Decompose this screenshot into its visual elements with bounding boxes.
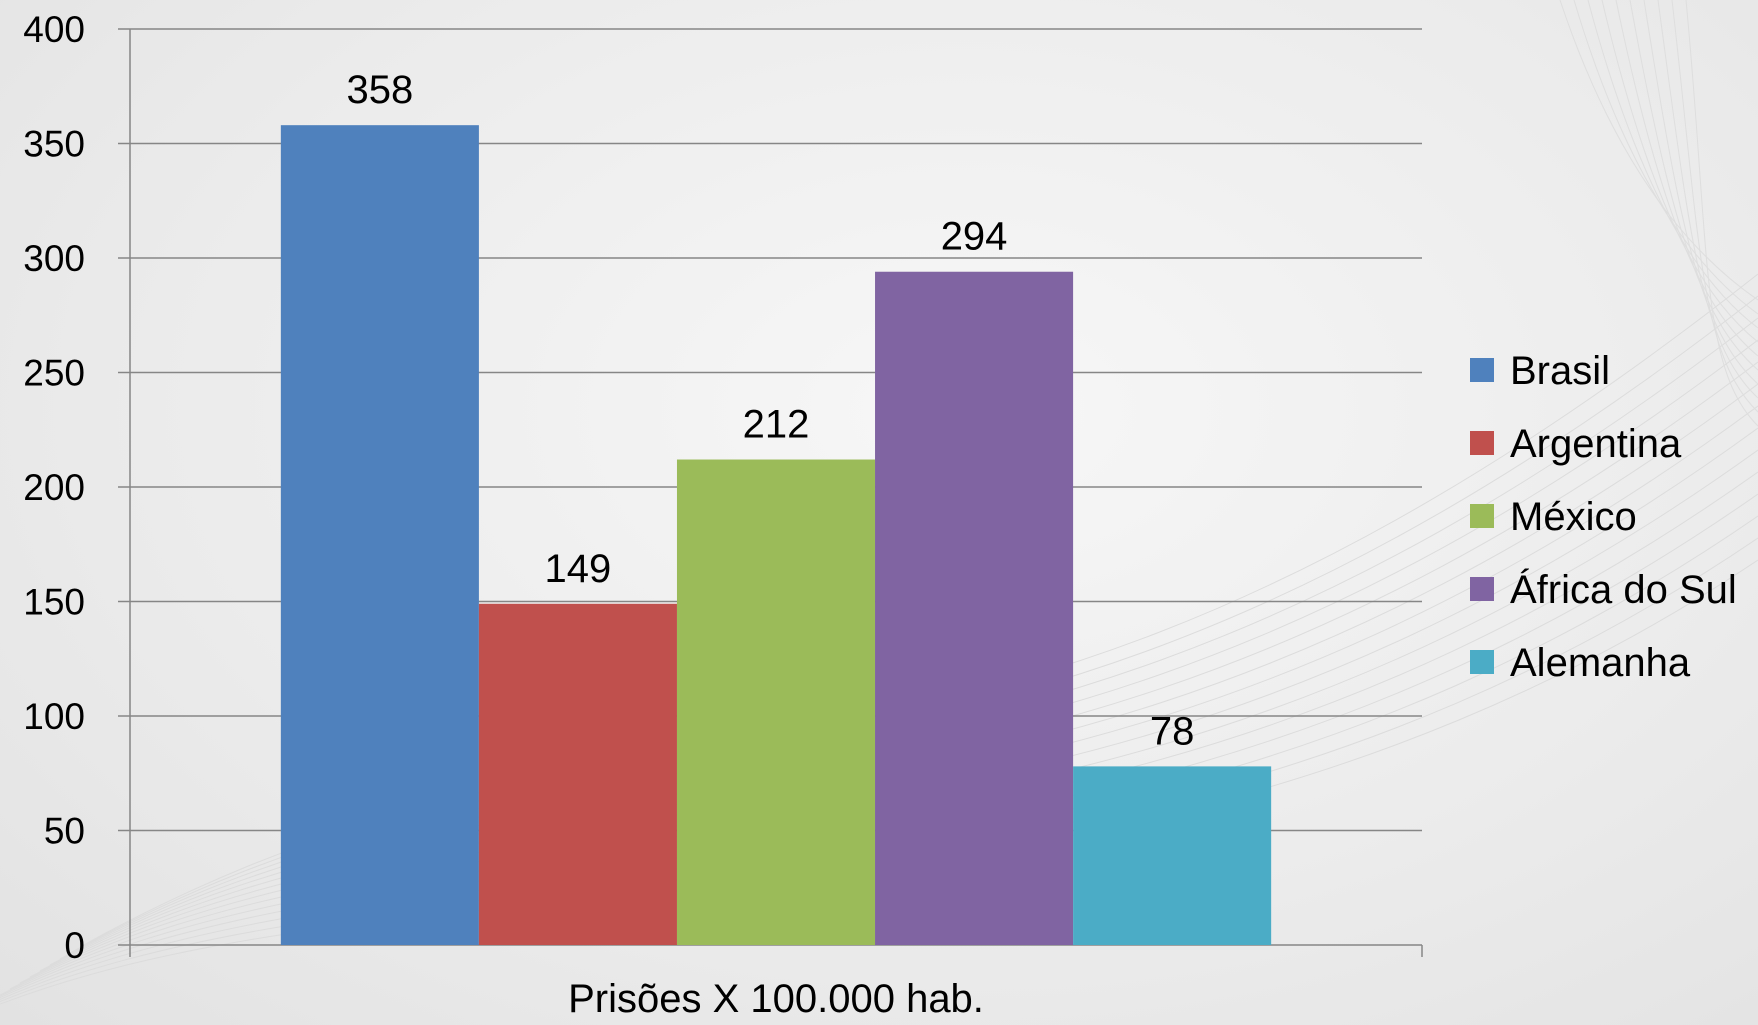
background-curve xyxy=(1643,0,1758,385)
legend-swatch xyxy=(1470,504,1494,528)
background-curve xyxy=(1601,0,1758,343)
y-tick-label: 200 xyxy=(23,467,85,508)
y-tick-label: 300 xyxy=(23,238,85,279)
y-tick-label: 50 xyxy=(44,811,85,852)
y-tick-label: 400 xyxy=(23,9,85,50)
bar-brasil xyxy=(280,125,479,946)
y-tick-label: 250 xyxy=(23,353,85,394)
data-label: 149 xyxy=(545,547,612,591)
bar-alemanha xyxy=(1073,766,1272,945)
legend-swatch xyxy=(1470,358,1494,382)
x-axis-label: Prisões X 100.000 hab. xyxy=(568,977,984,1021)
bar-argentina xyxy=(478,603,677,945)
bar-m-xico xyxy=(676,459,876,945)
legend-label: África do Sul xyxy=(1510,567,1737,612)
legend-label: Argentina xyxy=(1510,422,1682,466)
y-tick-label: 350 xyxy=(23,124,85,165)
data-label: 212 xyxy=(743,403,810,447)
y-tick-label: 0 xyxy=(64,925,85,966)
legend-swatch xyxy=(1470,431,1494,455)
y-tick-label: 150 xyxy=(23,582,85,623)
background-curve xyxy=(1615,0,1758,357)
legend-label: Brasil xyxy=(1510,349,1610,393)
background-curve xyxy=(1657,0,1758,399)
legend: Brasil Argentina México África do Sul Aleman… xyxy=(1470,349,1737,685)
background-curve xyxy=(1629,0,1758,371)
legend-swatch xyxy=(1470,650,1494,674)
y-tick-label: 100 xyxy=(23,696,85,737)
legend-label: Alemanha xyxy=(1510,641,1691,685)
legend-swatch xyxy=(1470,577,1494,601)
background-curve xyxy=(1685,0,1758,427)
background-curve xyxy=(1587,0,1758,329)
data-label: 294 xyxy=(941,215,1008,259)
data-label: 78 xyxy=(1150,709,1195,753)
data-labels: 358 149 212 294 78 xyxy=(346,68,1194,753)
data-label: 358 xyxy=(346,68,413,112)
legend-label: México xyxy=(1510,495,1637,539)
bars xyxy=(280,125,1272,946)
bar--frica-do-sul xyxy=(875,271,1074,945)
background-curve xyxy=(1671,0,1758,413)
